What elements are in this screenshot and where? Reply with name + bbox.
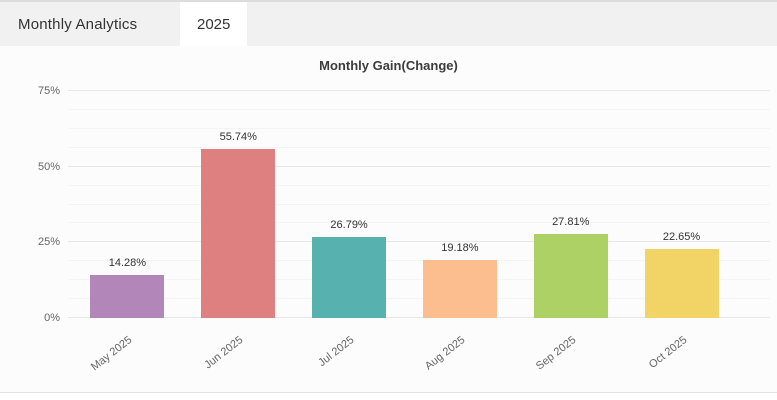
chart-bar[interactable] — [90, 274, 165, 318]
bar-slot: 14.28% — [72, 91, 183, 318]
chart-bar[interactable] — [644, 249, 719, 318]
chart-title: Monthly Gain(Change) — [319, 58, 458, 73]
chart-bar[interactable] — [533, 233, 608, 318]
bar-value-label: 55.74% — [219, 131, 257, 144]
x-tick-label: Oct 2025 — [646, 334, 689, 371]
bar-value-label: 22.65% — [662, 231, 701, 244]
panel-title: Monthly Analytics — [18, 15, 138, 33]
panel-header: Monthly Analytics 2025 — [0, 0, 777, 46]
x-tick-label: May 2025 — [89, 334, 135, 374]
gridline-minor — [68, 279, 770, 281]
gridline-minor — [68, 108, 770, 110]
x-label-slot: Sep 2025 — [515, 326, 626, 386]
gridline-major — [68, 90, 770, 91]
x-label-slot: Jul 2025 — [294, 326, 405, 386]
bar-slot: 19.18% — [404, 91, 515, 318]
x-tick-label: Jun 2025 — [202, 334, 246, 372]
tab-2025[interactable]: 2025 — [180, 2, 248, 46]
chart-bar[interactable] — [201, 149, 276, 318]
gridline-minor — [68, 298, 770, 300]
x-label-slot: Aug 2025 — [404, 326, 515, 386]
bar-slot: 26.79% — [294, 91, 405, 318]
gridline-minor — [68, 260, 770, 262]
plot-area — [68, 90, 770, 318]
chart-bar[interactable] — [422, 259, 497, 318]
bar-slot: 22.65% — [626, 91, 737, 318]
gridline-major — [68, 317, 770, 318]
bar-series: 14.28% 55.74% 26.79% 19.18% 27.81% 22.65% — [72, 91, 737, 318]
bar-value-label: 14.28% — [108, 256, 147, 269]
x-label-slot: Jun 2025 — [183, 326, 294, 386]
x-tick-label: Aug 2025 — [422, 334, 468, 373]
x-tick-label: Sep 2025 — [533, 334, 579, 373]
y-tick-label: 50% — [37, 160, 60, 173]
x-axis-labels: May 2025 Jun 2025 Jul 2025 Aug 2025 Sep 2025… — [72, 326, 737, 386]
y-tick-label: 75% — [37, 85, 60, 97]
gridline-minor — [68, 203, 770, 205]
y-axis-labels: 0% 25% 50% 75% — [0, 85, 60, 324]
chart-container: Monthly Gain(Change) 0% 25% 50% 75% 14.28% 5… — [0, 46, 777, 394]
gridline-major — [68, 241, 770, 243]
bar-value-label: 27.81% — [552, 215, 590, 228]
y-tick-label: 25% — [37, 236, 60, 249]
gridline-minor — [68, 184, 770, 186]
bar-value-label: 19.18% — [441, 241, 479, 254]
y-tick-label: 0% — [44, 312, 60, 324]
gridline-major — [68, 165, 770, 167]
gridline-minor — [68, 127, 770, 129]
x-label-slot: May 2025 — [72, 326, 183, 386]
x-tick-label: Jul 2025 — [316, 334, 357, 370]
chart-bar[interactable] — [312, 236, 387, 318]
bar-value-label: 26.79% — [330, 218, 368, 231]
bar-slot: 27.81% — [515, 91, 626, 318]
bar-slot: 55.74% — [183, 91, 294, 318]
gridline-minor — [68, 146, 770, 148]
x-label-slot: Oct 2025 — [626, 326, 737, 386]
gridline-minor — [68, 222, 770, 224]
